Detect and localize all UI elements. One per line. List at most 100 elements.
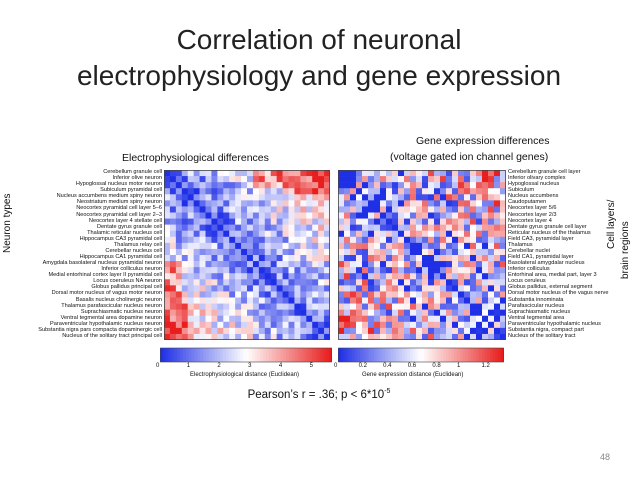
left-heatmap-cell [211, 291, 218, 298]
right-heatmap-cell [374, 182, 381, 189]
right-heatmap-cell [422, 224, 429, 232]
left-heatmap-cell [193, 303, 200, 310]
right-heatmap-cell [380, 273, 387, 280]
left-heatmap-cell [193, 309, 200, 317]
left-heatmap-cell [164, 224, 171, 232]
left-heatmap-cell [164, 200, 171, 207]
left-colorbar-swatch [240, 348, 244, 362]
left-heatmap-cell [258, 273, 266, 280]
left-heatmap-cell [199, 236, 206, 244]
right-heatmap-cell [434, 170, 441, 177]
left-heatmap-cell [276, 188, 283, 195]
right-panel-header-line-2: (voltage gated ion channel genes) [390, 151, 549, 163]
right-heatmap-cell [410, 321, 417, 329]
left-colorbar-swatch [211, 348, 215, 362]
right-colorbar-swatch [409, 348, 414, 362]
right-heatmap-cell [494, 194, 501, 201]
left-heatmap-cell [229, 297, 236, 304]
left-heatmap-cell [193, 321, 200, 329]
left-heatmap-cell [164, 309, 171, 317]
right-heatmap-cell [386, 206, 393, 213]
right-heatmap-cell [446, 224, 453, 232]
right-heatmap-cell [404, 176, 411, 183]
right-heatmap-cell [404, 267, 411, 274]
right-heatmap-cell [428, 170, 435, 177]
left-colorbar-swatch [283, 348, 287, 362]
right-heatmap-cell [356, 267, 363, 274]
right-heatmap-cell [488, 315, 495, 323]
left-heatmap-cell [205, 273, 212, 280]
right-heatmap-cell [458, 333, 465, 340]
left-heatmap-cell [270, 224, 277, 232]
left-heatmap-cell [217, 242, 224, 250]
right-heatmap-cell [350, 297, 357, 304]
right-panel-header-line-1: Gene expression differences [416, 135, 550, 147]
left-heatmap-cell [164, 188, 171, 195]
right-colorbar-swatch [479, 348, 483, 362]
right-heatmap-cell [398, 309, 405, 317]
right-heatmap-cell [482, 182, 489, 189]
left-heatmap-cell [229, 194, 236, 201]
left-heatmap-cell [324, 261, 330, 268]
right-heatmap-cell [494, 176, 501, 183]
left-row-label: Cerebellar nucleus cell [105, 247, 162, 254]
left-heatmap-cell [187, 255, 194, 262]
left-heatmap-cell [276, 170, 283, 177]
left-heatmap-cell [276, 248, 283, 256]
right-heatmap-cell [398, 200, 405, 207]
left-heatmap-cell [252, 170, 260, 177]
right-heatmap-cell [452, 200, 459, 207]
right-heatmap-cell [488, 242, 495, 250]
right-heatmap-cell [488, 206, 495, 213]
right-heatmap-cell [368, 194, 375, 201]
right-heatmap-cell [428, 242, 435, 250]
left-heatmap-cell [252, 188, 260, 195]
right-heatmap-cell [380, 309, 387, 317]
left-heatmap-cell [276, 309, 283, 317]
right-heatmap-cell [404, 255, 411, 262]
left-colorbar-swatch [329, 348, 332, 362]
left-heatmap-cell [300, 321, 307, 329]
right-heatmap-cell [386, 212, 393, 219]
left-heatmap-cell [223, 176, 230, 183]
right-heatmap-cell [422, 297, 429, 304]
right-heatmap-cell [500, 248, 506, 256]
right-heatmap-cell [380, 285, 387, 292]
left-heatmap-cell [211, 176, 218, 183]
left-heatmap-cell [175, 285, 183, 292]
right-heatmap-cell [386, 236, 393, 244]
left-row-label: Hypoglossal nucleus motor neuron [75, 181, 162, 188]
right-heatmap-cell [404, 333, 411, 340]
left-heatmap-cell [223, 297, 230, 304]
right-heatmap-cell [470, 261, 477, 268]
left-heatmap-cell [270, 309, 277, 317]
pearson-text: Pearson’s r = .36; p < 6*10 [247, 388, 385, 401]
left-heatmap-cell [312, 255, 319, 262]
right-heatmap-cell [362, 309, 369, 317]
left-heatmap-cell [282, 321, 289, 329]
right-heatmap-cell [386, 315, 393, 323]
left-colorbar-swatch [191, 348, 195, 362]
left-colorbar-swatch [311, 348, 316, 362]
right-heatmap-cell [356, 176, 363, 183]
right-heatmap-cell [404, 303, 411, 310]
right-heatmap-cell [470, 285, 477, 292]
left-heatmap-cell [306, 236, 313, 244]
right-heatmap-cell [362, 188, 369, 195]
right-heatmap-cell [470, 182, 477, 189]
right-heatmap-cell [344, 267, 351, 274]
left-heatmap-cell [324, 279, 330, 286]
right-heatmap-cell [434, 255, 441, 262]
right-heatmap-cell [380, 230, 387, 238]
left-heatmap-cell [229, 242, 236, 250]
left-heatmap-cell [324, 255, 330, 262]
left-heatmap-cell [181, 327, 189, 335]
right-heatmap-cell [338, 170, 345, 177]
right-heatmap-cell [344, 230, 351, 238]
left-heatmap-cell [181, 291, 189, 298]
left-heatmap-cell [229, 291, 236, 298]
right-heatmap-cell [428, 236, 435, 244]
left-heatmap-cell [199, 224, 206, 232]
right-heatmap-cell [392, 267, 399, 274]
left-heatmap-cell [324, 236, 330, 244]
